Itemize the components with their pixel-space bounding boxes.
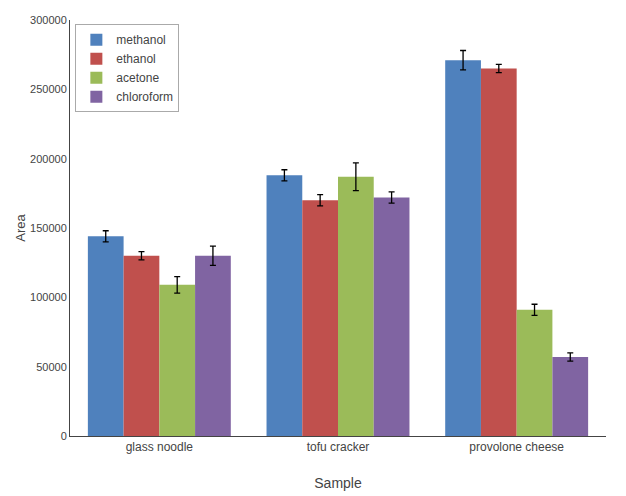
svg-text:300000: 300000 bbox=[30, 14, 67, 26]
svg-text:150000: 150000 bbox=[30, 222, 67, 234]
svg-text:glass noodle: glass noodle bbox=[126, 440, 194, 454]
svg-text:methanol: methanol bbox=[116, 33, 165, 47]
svg-text:Sample: Sample bbox=[314, 475, 362, 491]
svg-text:200000: 200000 bbox=[30, 153, 67, 165]
svg-text:250000: 250000 bbox=[30, 83, 67, 95]
svg-text:tofu cracker: tofu cracker bbox=[307, 440, 370, 454]
svg-text:0: 0 bbox=[61, 430, 67, 442]
svg-text:50000: 50000 bbox=[36, 361, 67, 373]
svg-text:Area: Area bbox=[13, 214, 28, 242]
svg-text:acetone: acetone bbox=[116, 71, 159, 85]
svg-text:provolone cheese: provolone cheese bbox=[469, 440, 564, 454]
svg-text:ethanol: ethanol bbox=[116, 52, 155, 66]
svg-text:100000: 100000 bbox=[30, 291, 67, 303]
svg-text:chloroform: chloroform bbox=[116, 90, 173, 104]
